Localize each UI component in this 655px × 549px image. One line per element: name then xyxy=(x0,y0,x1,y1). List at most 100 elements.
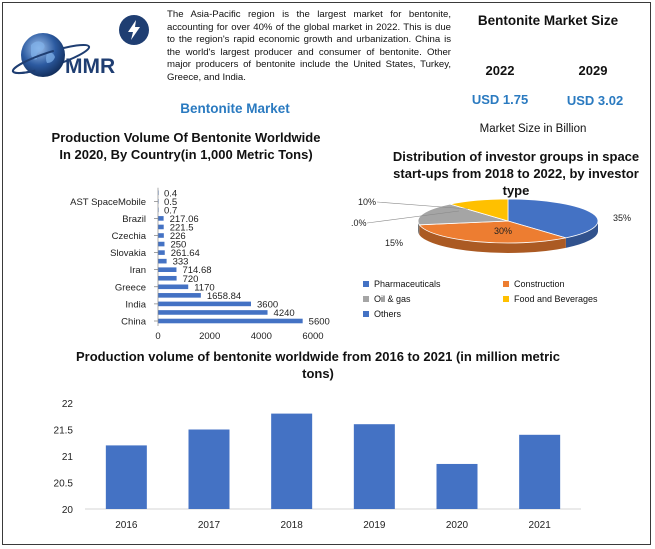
bar xyxy=(271,413,313,509)
legend-swatch xyxy=(503,296,509,302)
category-label: Czechia xyxy=(112,231,147,242)
legend-item: Others xyxy=(363,309,401,319)
investor-chart-title: Distribution of investor groups in space… xyxy=(392,149,640,198)
x-tick-label: 0 xyxy=(155,331,160,342)
x-tick-label: 2016 xyxy=(115,520,138,531)
bar xyxy=(158,241,165,247)
slice-label: 30% xyxy=(494,226,512,236)
x-tick-label: 4000 xyxy=(251,331,272,342)
lightning-icon xyxy=(119,15,149,45)
x-tick-label: 2000 xyxy=(199,331,220,342)
market-description: The Asia-Pacific region is the largest m… xyxy=(167,9,451,83)
data-label: 261.64 xyxy=(171,248,200,259)
bar xyxy=(158,301,251,307)
year-2029: 2029 xyxy=(578,63,608,78)
category-label: Slovakia xyxy=(110,248,147,259)
report-title: Bentonite Market xyxy=(180,101,290,116)
x-tick-label: 2018 xyxy=(281,520,304,531)
legend-label: Pharmaceuticals xyxy=(374,279,441,289)
yearly-chart-title: Production volume of bentonite worldwide… xyxy=(76,349,560,381)
bar xyxy=(158,293,201,298)
legend-swatch xyxy=(363,281,369,287)
legend-swatch xyxy=(503,281,509,287)
slice-label: 35% xyxy=(613,213,631,223)
legend-label: Construction xyxy=(514,279,565,289)
data-label: 221.5 xyxy=(170,222,194,233)
data-label: 226 xyxy=(170,231,186,242)
bar xyxy=(158,233,164,238)
legend-item: Oil & gas xyxy=(363,294,411,304)
data-label: 250 xyxy=(170,240,186,251)
data-label: 3600 xyxy=(257,299,278,310)
category-label: India xyxy=(125,299,146,310)
bar xyxy=(105,445,147,509)
slice-label: .0% xyxy=(351,218,367,228)
legend-swatch xyxy=(363,311,369,317)
market-size-title: Bentonite Market Size xyxy=(477,13,619,28)
legend-item: Food and Beverages xyxy=(503,294,598,304)
data-label: 5600 xyxy=(309,317,330,328)
y-tick-label: 22 xyxy=(62,399,74,410)
bar xyxy=(158,310,268,315)
bar xyxy=(158,267,177,272)
bar xyxy=(158,275,177,281)
category-label: AST SpaceMobile xyxy=(70,197,146,208)
x-tick-label: 2019 xyxy=(363,520,386,531)
pie-slice xyxy=(450,198,509,222)
y-tick-label: 21.5 xyxy=(54,426,74,437)
pie-slice xyxy=(418,220,566,244)
slice-label: 10% xyxy=(358,197,376,207)
country-chart-title: Production Volume Of Bentonite Worldwide… xyxy=(51,130,321,162)
investor-pie-legend: Pharmaceuticals Construction Oil & gas Food… xyxy=(363,279,643,327)
bar xyxy=(158,284,189,290)
data-label: 1658.84 xyxy=(207,291,241,302)
yearly-production-chart: 20 20.5 21 21.5 22 2016 2017 2018 2019 2020 2021 xyxy=(54,399,581,531)
mmr-logo: MMR xyxy=(11,33,115,78)
category-label: China xyxy=(121,317,147,328)
slice-label: 15% xyxy=(385,238,403,248)
category-label: Brazil xyxy=(122,214,146,225)
legend-label: Oil & gas xyxy=(374,294,411,304)
x-tick-label: 2021 xyxy=(529,520,552,531)
data-label: 714.68 xyxy=(182,265,211,276)
data-label: 1170 xyxy=(194,282,214,293)
data-label: 0.7 xyxy=(164,205,177,216)
y-tick-label: 21 xyxy=(62,452,74,463)
logo-text: MMR xyxy=(65,55,115,78)
legend-item: Construction xyxy=(503,279,565,289)
y-tick-label: 20 xyxy=(62,505,74,516)
year-2022: 2022 xyxy=(485,63,515,78)
value-2022: USD 1.75 xyxy=(471,92,529,107)
pie-slice xyxy=(507,198,599,239)
data-label: 4240 xyxy=(274,308,295,319)
x-tick-label: 2020 xyxy=(446,520,469,531)
data-label: 333 xyxy=(173,257,189,268)
leader-line xyxy=(376,201,469,210)
bar xyxy=(188,429,230,509)
legend-label: Others xyxy=(374,309,402,319)
bar xyxy=(158,224,164,230)
value-2029: USD 3.02 xyxy=(566,93,624,108)
data-label: 217.06 xyxy=(170,214,199,225)
pie-side xyxy=(419,224,566,253)
leader-line xyxy=(366,210,460,224)
bar xyxy=(158,318,303,324)
x-tick-label: 6000 xyxy=(302,331,323,342)
y-tick-label: 20.5 xyxy=(54,479,74,490)
bar xyxy=(353,424,395,509)
data-label: 720 xyxy=(183,274,199,285)
x-tick-label: 2017 xyxy=(198,520,221,531)
category-label: Iran xyxy=(130,265,146,276)
bar xyxy=(436,463,478,509)
legend-item: Pharmaceuticals xyxy=(363,279,441,289)
data-label: 0.4 xyxy=(164,188,177,199)
investor-pie-chart: 35% 30% 15% 10% .0% xyxy=(351,197,631,253)
market-size-subtitle: Market Size in Billion xyxy=(479,123,587,135)
pie-side xyxy=(565,221,598,248)
legend-swatch xyxy=(363,296,369,302)
legend-label: Food and Beverages xyxy=(514,294,598,304)
bar xyxy=(158,216,164,221)
data-label: 0.5 xyxy=(164,197,177,208)
